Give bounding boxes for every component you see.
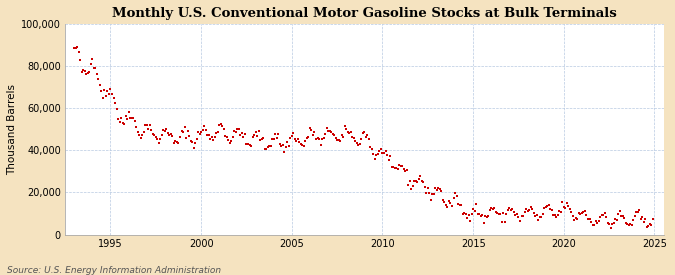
- Title: Monthly U.S. Conventional Motor Gasoline Stocks at Bulk Terminals: Monthly U.S. Conventional Motor Gasoline…: [112, 7, 617, 20]
- Text: Source: U.S. Energy Information Administration: Source: U.S. Energy Information Administ…: [7, 266, 221, 275]
- Y-axis label: Thousand Barrels: Thousand Barrels: [7, 84, 17, 175]
